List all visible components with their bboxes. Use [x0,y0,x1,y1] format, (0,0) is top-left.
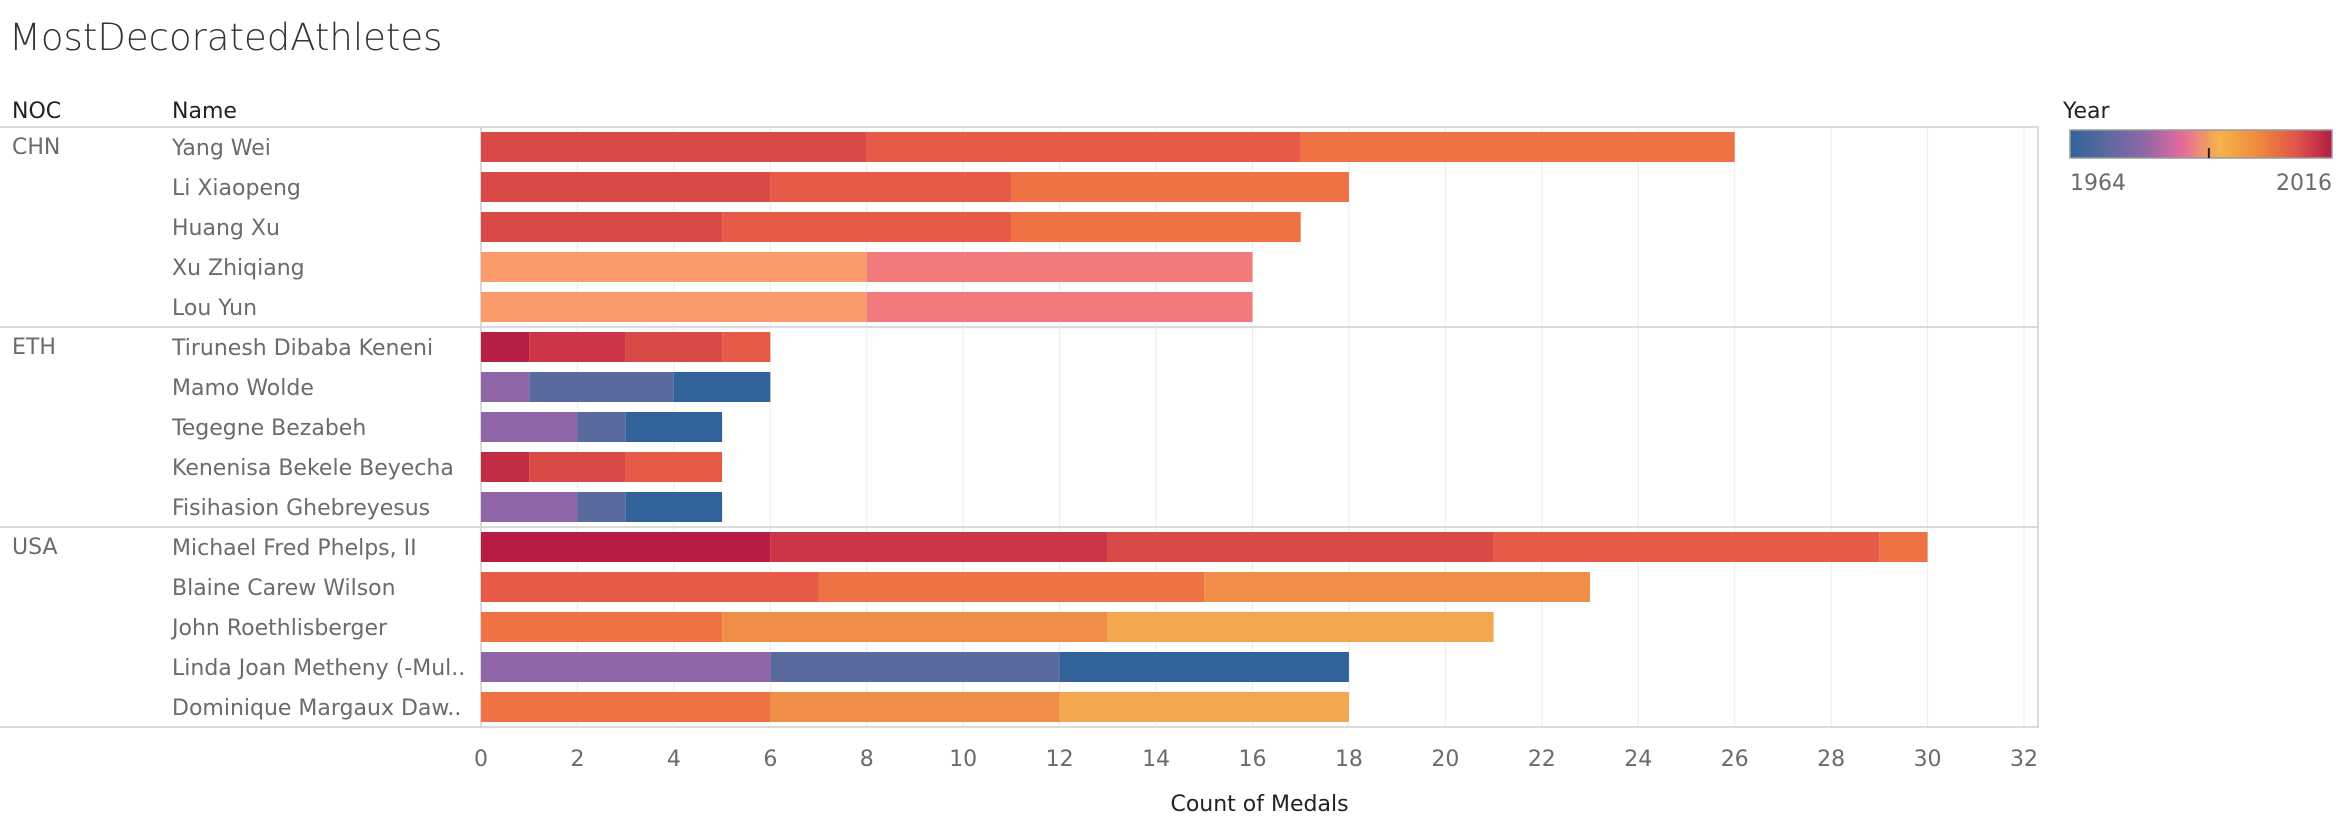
athlete-name-label: Lou Yun [172,296,257,321]
bar-segment[interactable] [481,652,771,682]
bar-segment[interactable] [481,452,530,482]
bar-segment[interactable] [577,492,626,522]
bar-segment[interactable] [866,292,1253,322]
legend-max-label: 2016 [2276,171,2332,196]
athlete-name-label: John Roethlisberger [170,616,388,641]
bar-segment[interactable] [1204,572,1591,602]
x-tick-label: 18 [1335,747,1363,772]
bar-segment[interactable] [818,572,1205,602]
bar-segment[interactable] [481,132,867,162]
bar-segment[interactable] [770,692,1060,722]
legend-color-ramp [2069,129,2333,159]
athlete-name-label: Huang Xu [172,216,280,241]
athlete-name-label: Mamo Wolde [172,376,314,401]
x-tick-label: 10 [949,747,977,772]
x-tick-label: 8 [860,747,874,772]
athlete-name-label: Yang Wei [171,136,271,161]
noc-label: USA [12,535,58,560]
bar-segment[interactable] [481,172,771,202]
x-tick-label: 4 [667,747,681,772]
bar-segment[interactable] [481,332,530,362]
bar-segment[interactable] [481,532,771,562]
bar-segment[interactable] [481,492,578,522]
bar-segment[interactable] [625,332,723,362]
x-tick-label: 24 [1624,747,1652,772]
athlete-name-label: Li Xiaopeng [172,176,301,201]
bar-segment[interactable] [673,372,771,402]
x-tick-label: 32 [2010,747,2038,772]
athlete-name-label: Linda Joan Metheny (-Mul.. [172,656,465,681]
header-name: Name [172,99,237,124]
bar-segment[interactable] [481,212,723,242]
bar-segment[interactable] [481,372,530,402]
bar-segment[interactable] [866,132,1301,162]
bar-segment[interactable] [1059,692,1349,722]
bar-segment[interactable] [1011,172,1349,202]
bar-segment[interactable] [481,692,771,722]
athlete-name-label: Blaine Carew Wilson [172,576,396,601]
bar-segment[interactable] [481,292,867,322]
x-axis-label: Count of Medals [1170,792,1348,817]
athlete-name-label: Kenenisa Bekele Beyecha [172,456,454,481]
bar-segment[interactable] [625,492,723,522]
x-tick-label: 6 [763,747,777,772]
x-tick-label: 26 [1721,747,1749,772]
bar-segment[interactable] [481,612,723,642]
bar-segment[interactable] [529,372,674,402]
noc-label: CHN [12,135,60,160]
bar-segment[interactable] [1107,532,1494,562]
bar-segment[interactable] [529,452,626,482]
header-noc: NOC [12,99,61,124]
athlete-name-label: Fisihasion Ghebreyesus [172,496,430,521]
bar-segment[interactable] [770,532,1108,562]
athlete-name-label: Dominique Margaux Daw.. [172,696,461,721]
noc-label: ETH [12,335,56,360]
athlete-name-label: Tegegne Bezabeh [171,416,366,441]
x-tick-label: 0 [474,747,488,772]
x-tick-label: 22 [1528,747,1556,772]
bar-segment[interactable] [1879,532,1928,562]
bar-segment[interactable] [1107,612,1494,642]
bar-segment[interactable] [577,412,626,442]
x-tick-label: 2 [570,747,584,772]
x-tick-label: 12 [1046,747,1074,772]
bar-segment[interactable] [481,412,578,442]
bar-segment[interactable] [1059,652,1349,682]
x-tick-label: 16 [1239,747,1267,772]
x-tick-label: 14 [1142,747,1170,772]
bar-segment[interactable] [770,652,1060,682]
bar-segment[interactable] [481,252,867,282]
bar-segment[interactable] [722,612,1108,642]
athlete-name-label: Michael Fred Phelps, II [172,536,417,561]
bar-segment[interactable] [866,252,1253,282]
bar-segment[interactable] [1011,212,1301,242]
bar-segment[interactable] [770,172,1012,202]
x-tick-label: 20 [1431,747,1459,772]
athlete-name-label: Xu Zhiqiang [172,256,305,281]
bar-segment[interactable] [722,212,1012,242]
x-tick-label: 30 [1914,747,1942,772]
x-tick-label: 28 [1817,747,1845,772]
bar-segment[interactable] [529,332,626,362]
legend-min-label: 1964 [2070,171,2126,196]
bar-segment[interactable] [625,412,723,442]
athlete-name-label: Tirunesh Dibaba Keneni [171,336,433,361]
bar-segment[interactable] [481,572,819,602]
legend-title: Year [2062,99,2111,124]
bar-segment[interactable] [722,332,771,362]
bar-segment[interactable] [1300,132,1735,162]
chart-title: MostDecoratedAthletes [9,16,443,59]
bar-segment[interactable] [1493,532,1880,562]
bar-segment[interactable] [625,452,723,482]
